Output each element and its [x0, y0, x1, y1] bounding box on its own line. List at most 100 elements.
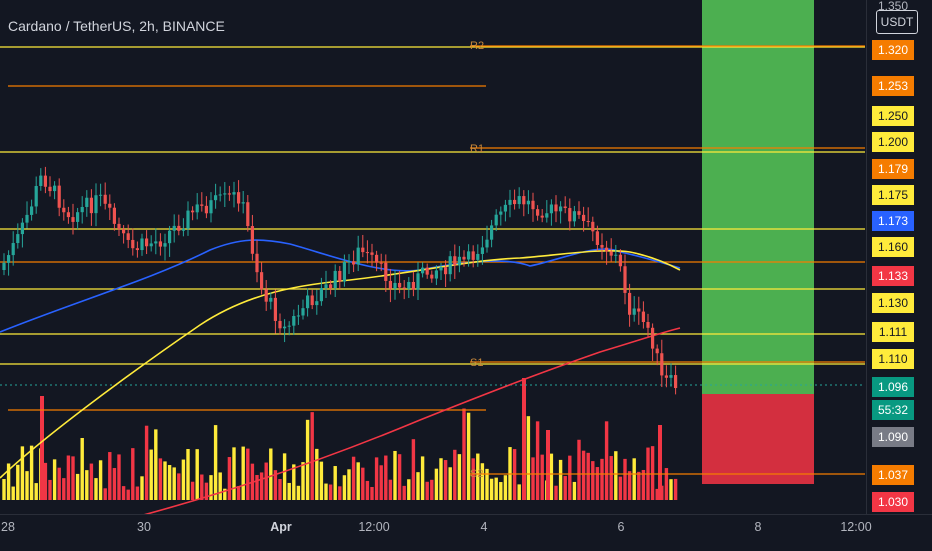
volume-bar — [163, 461, 167, 500]
volume-bar — [209, 475, 213, 500]
candle-body — [664, 375, 668, 378]
volume-bar — [117, 454, 121, 500]
candle-body — [99, 194, 103, 196]
candle-body — [191, 210, 195, 213]
volume-bar — [489, 478, 494, 500]
currency-selector-button[interactable]: USDT — [876, 10, 918, 34]
volume-bar — [264, 462, 268, 500]
stop-zone[interactable] — [702, 394, 814, 484]
candle-body — [177, 225, 181, 231]
candle-body — [181, 228, 185, 231]
candle-body — [25, 214, 29, 223]
candle-body — [62, 207, 66, 213]
candle-body — [306, 295, 310, 309]
candle-body — [250, 226, 254, 254]
volume-bar — [232, 447, 236, 500]
target-zone[interactable] — [702, 0, 814, 394]
candle-body — [158, 241, 162, 247]
volume-bar — [75, 473, 80, 500]
candle-body — [241, 202, 245, 204]
candle-body — [375, 254, 379, 263]
volume-bar — [549, 453, 554, 500]
candle-body — [246, 202, 250, 227]
candle-body — [577, 211, 581, 215]
candle-body — [522, 196, 526, 205]
candle-body — [480, 247, 484, 254]
candle-body — [586, 221, 590, 223]
volume-bar — [393, 450, 397, 500]
candle-body — [172, 225, 176, 231]
candle-body — [2, 262, 6, 270]
long-position-tool[interactable] — [702, 0, 814, 484]
candle-body — [540, 215, 544, 218]
volume-bar — [361, 467, 365, 500]
pivot-label-s1: S1 — [470, 357, 484, 369]
volume-bar — [103, 488, 107, 500]
volume-bar — [195, 449, 199, 500]
candle-body — [135, 248, 139, 251]
volume-bar — [535, 421, 540, 500]
volume-bar — [255, 474, 259, 500]
volume-bar — [673, 478, 678, 500]
volume-bar — [384, 455, 388, 500]
price-label: 1.173 — [872, 211, 914, 231]
volume-bar — [287, 482, 291, 500]
volume-bar — [453, 449, 457, 500]
volume-bar — [526, 416, 531, 500]
volume-bar — [273, 470, 278, 500]
candle-body — [356, 247, 360, 265]
candle-body — [283, 326, 287, 329]
volume-bar — [259, 472, 264, 500]
volume-bar — [2, 479, 6, 500]
symbol-title[interactable]: Cardano / TetherUS, 2h, BINANCE — [8, 18, 225, 34]
candle-body — [526, 200, 530, 205]
candle-body — [232, 192, 236, 195]
candle-body — [43, 175, 47, 187]
volume-bar — [48, 479, 52, 500]
candle-body — [34, 186, 38, 207]
time-tick: 28 — [1, 520, 15, 534]
volume-bar — [568, 455, 572, 500]
candle-body — [278, 320, 282, 329]
price-label: 1.253 — [872, 76, 914, 96]
volume-bar — [149, 449, 153, 500]
volume-bar — [448, 467, 452, 500]
candle-body — [674, 375, 678, 389]
volume-bar — [466, 412, 471, 500]
candle-body — [411, 281, 415, 290]
candle-body — [48, 186, 52, 192]
candle-body — [89, 197, 93, 214]
volume-bar — [623, 458, 627, 500]
candle-body — [388, 280, 392, 289]
price-label: 1.037 — [872, 465, 914, 485]
candle-body — [430, 274, 434, 279]
volume-bar — [16, 464, 20, 500]
volume-bar — [296, 485, 301, 500]
volume-bar — [6, 463, 11, 500]
candle-body — [223, 193, 227, 195]
volume-bar — [40, 396, 44, 500]
volume-bar — [402, 485, 406, 500]
volume-bar — [278, 479, 282, 500]
candle-body — [315, 301, 319, 306]
candle-body — [618, 254, 622, 267]
volume-bar — [204, 482, 209, 500]
volume-bars — [2, 378, 678, 500]
time-scale[interactable] — [0, 514, 932, 551]
volume-bar — [200, 474, 204, 500]
candle-body — [646, 321, 650, 328]
candle-body — [168, 230, 172, 244]
volume-bar — [540, 454, 544, 500]
volume-bar — [356, 462, 360, 500]
volume-bar — [172, 467, 176, 500]
volume-bar — [71, 456, 75, 500]
candle-body — [227, 193, 231, 195]
candle-body — [609, 251, 613, 256]
time-tick: Apr — [270, 520, 292, 534]
price-label: 1.160 — [872, 237, 914, 257]
volume-bar — [190, 481, 195, 500]
candle-body — [531, 200, 535, 210]
volume-bar — [669, 479, 673, 500]
candle-body — [595, 231, 599, 245]
